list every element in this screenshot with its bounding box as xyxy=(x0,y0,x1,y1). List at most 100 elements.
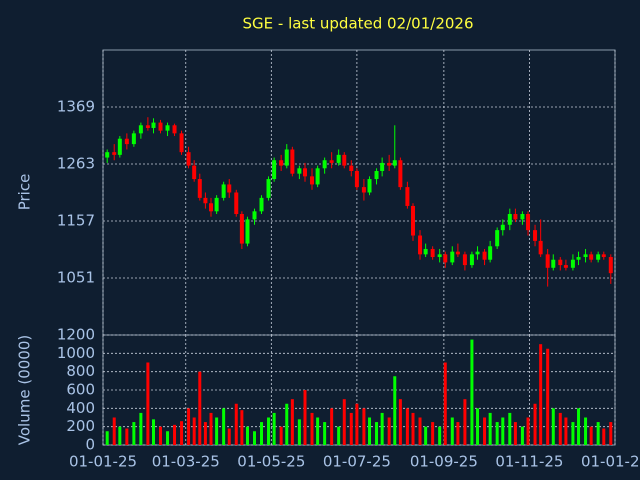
y-axis-label: Price xyxy=(16,174,34,211)
volume-bar xyxy=(387,417,391,445)
volume-bar xyxy=(526,417,530,445)
volume-bar xyxy=(227,428,231,445)
candle-body xyxy=(138,125,143,134)
volume-bar xyxy=(368,417,372,445)
volume-bar xyxy=(443,362,447,445)
candle-body xyxy=(558,259,563,266)
volume-bar xyxy=(483,417,487,445)
volume-bar xyxy=(571,422,575,445)
candle-body xyxy=(336,154,341,163)
candle-body xyxy=(563,265,568,268)
candle-body xyxy=(520,214,525,220)
candle-body xyxy=(221,184,226,198)
volume-bar xyxy=(476,408,480,445)
volume-bar xyxy=(398,399,402,445)
volume-bar xyxy=(173,424,177,445)
candle-body xyxy=(570,259,575,268)
volume-bar xyxy=(488,412,492,445)
volume-bar xyxy=(112,417,116,445)
volume-tick-label: 800 xyxy=(66,362,95,380)
candle-body xyxy=(112,152,117,155)
y-tick-label: 1051 xyxy=(57,269,95,287)
candle-body xyxy=(608,257,613,274)
candle-body xyxy=(423,248,428,255)
candle-body xyxy=(322,160,327,169)
volume-bar xyxy=(252,431,256,445)
volume-bar xyxy=(501,417,505,445)
volume-bar xyxy=(424,426,428,445)
candle-body xyxy=(545,254,550,268)
volume-bar xyxy=(546,348,550,445)
volume-bar xyxy=(342,399,346,445)
candle-body xyxy=(172,125,177,134)
candle-body xyxy=(361,187,366,193)
candle-body xyxy=(443,254,448,263)
candle-body xyxy=(124,138,129,145)
candle-body xyxy=(279,160,284,166)
candle-body xyxy=(437,254,442,258)
volume-bar xyxy=(520,426,524,445)
candle-body xyxy=(526,214,531,231)
candle-body xyxy=(349,165,354,171)
candle-body xyxy=(145,125,150,128)
volume-bar xyxy=(337,426,341,445)
candle-body xyxy=(589,254,594,260)
volume-bar xyxy=(222,408,226,445)
volume-bar xyxy=(303,390,307,445)
candle-body xyxy=(482,251,487,260)
x-tick-label: 01-05-25 xyxy=(237,453,305,471)
volume-bar xyxy=(431,422,435,445)
candle-body xyxy=(538,240,543,255)
candle-body xyxy=(234,192,239,215)
candle-body xyxy=(302,168,307,177)
volume-bar xyxy=(132,422,136,445)
volume-bar xyxy=(362,408,366,445)
volume-bar xyxy=(279,426,283,445)
volume-bar xyxy=(166,431,170,445)
volume-bar xyxy=(470,339,474,445)
candle-body xyxy=(405,187,410,206)
volume-bar xyxy=(450,417,454,445)
candle-body xyxy=(513,214,518,220)
candle-body xyxy=(284,149,289,166)
volume-bar xyxy=(463,399,467,445)
candle-body xyxy=(227,184,232,193)
volume-bar xyxy=(272,412,276,445)
candle-body xyxy=(315,168,320,185)
candle-body xyxy=(179,133,184,153)
volume-bar xyxy=(539,344,543,445)
chart-title: SGE - last updated 02/01/2026 xyxy=(243,15,474,33)
candle-body xyxy=(450,251,455,263)
y-tick-label: 1157 xyxy=(57,212,95,230)
volume-bar xyxy=(139,412,143,445)
volume-tick-label: 400 xyxy=(66,399,95,417)
candle-body xyxy=(488,246,493,260)
candle-body xyxy=(398,160,403,188)
x-tick-label: 01-01-26 xyxy=(581,453,640,471)
candle-body xyxy=(601,254,606,258)
candle-body xyxy=(209,203,214,212)
volume-bar xyxy=(418,417,422,445)
candle-body xyxy=(500,224,505,231)
volume-bar xyxy=(393,376,397,445)
volume-bar xyxy=(290,399,294,445)
volume-bar xyxy=(198,371,202,445)
volume-tick-label: 0 xyxy=(85,436,95,454)
y-tick-label: 1263 xyxy=(57,155,95,173)
x-tick-label: 01-09-25 xyxy=(410,453,478,471)
candle-body xyxy=(576,257,581,260)
candle-body xyxy=(192,165,197,180)
volume-bar xyxy=(323,422,327,445)
volume-axis-label: Volume (0000) xyxy=(16,335,34,445)
x-tick-label: 01-01-25 xyxy=(69,453,137,471)
volume-bar xyxy=(405,408,409,445)
candle-body xyxy=(380,162,385,171)
volume-bar xyxy=(105,431,109,445)
volume-bar xyxy=(310,412,314,445)
candle-body xyxy=(197,179,202,198)
volume-bar xyxy=(159,426,163,445)
volume-bar xyxy=(260,422,264,445)
x-tick-label: 01-11-25 xyxy=(495,453,563,471)
volume-bar xyxy=(375,422,379,445)
